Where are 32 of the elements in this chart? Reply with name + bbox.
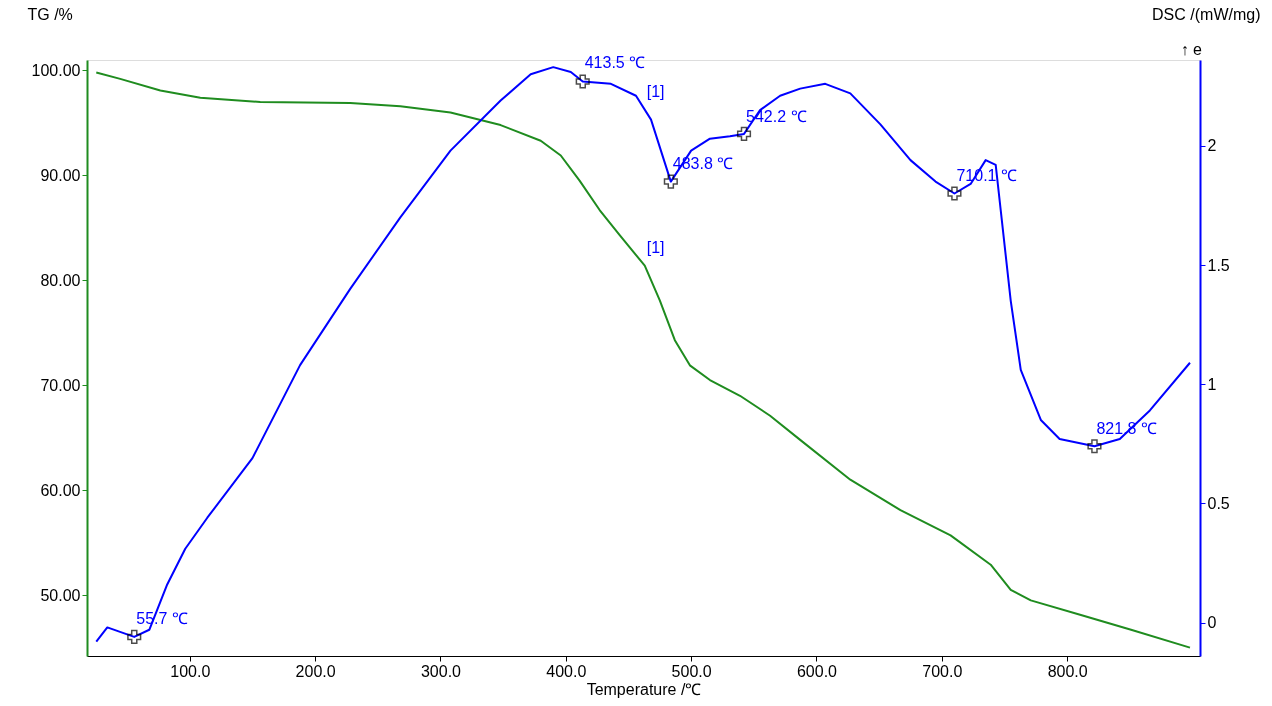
y2-tick-label: 0.5 [1207,494,1230,512]
x-tick-label: 600.0 [796,662,838,680]
point [575,74,590,89]
y2-tick-label: 0 [1207,614,1217,632]
point [127,629,142,644]
y2-axis-title: DSC /(mW/mg) [1152,5,1261,23]
y-tick-label: 90.00 [40,166,81,184]
x-axis-title: Temperature /℃ [586,680,702,698]
y-tick-label: 80.00 [40,271,81,289]
x-tick-label: 700.0 [922,662,963,680]
annotation: [1] [646,83,665,101]
text: ↑ e [1180,41,1203,58]
y-axis-title: TG /% [27,5,73,23]
point [736,126,752,141]
y-tick-label: 60.00 [40,481,81,499]
point [663,174,678,189]
y-tick-label: 100.00 [31,61,81,79]
x-tick-label: 300.0 [420,662,462,680]
annotation: [1] [646,238,665,256]
y-tick-label: 70.00 [40,376,81,394]
x-tick-label: 500.0 [671,662,712,680]
point [947,186,962,201]
x-tick-label: 400.0 [546,662,587,680]
y2-tick-label: 1 [1207,375,1217,393]
x-tick-label: 100.0 [170,662,211,680]
y2-tick-label: 1.5 [1207,256,1230,274]
point [1087,439,1102,454]
y2-tick-label: 2 [1207,137,1217,155]
annotation: 413.5 ℃ [584,53,646,71]
y-tick-label: 50.00 [40,586,81,604]
x-tick-label: 200.0 [295,662,336,680]
x-tick-label: 800.0 [1047,662,1088,680]
